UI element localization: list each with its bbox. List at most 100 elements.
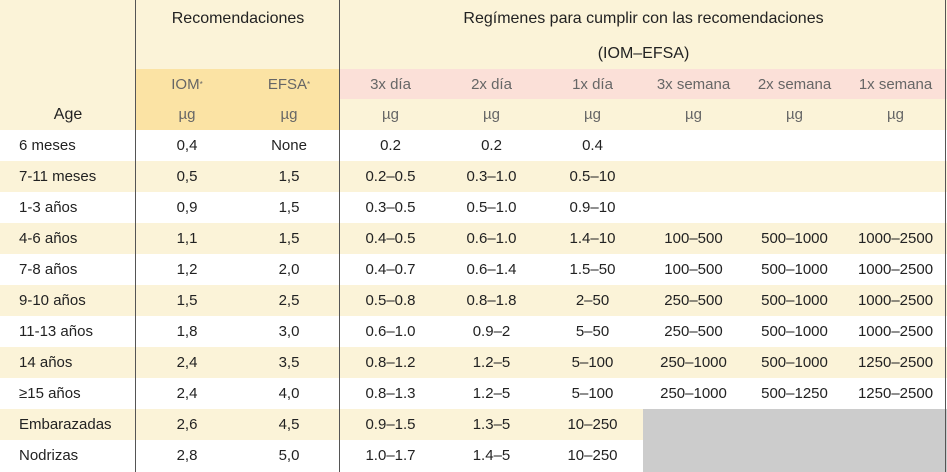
cell-efsa: 4,0 — [278, 385, 300, 402]
cell-w3 — [643, 130, 744, 161]
cell-d2: 0.6–1.4 — [466, 261, 517, 278]
row-stripe — [0, 285, 947, 316]
cell-age: 14 años — [19, 354, 73, 371]
cell-w2: 500–1000 — [761, 230, 828, 247]
cell-w3 — [643, 440, 744, 471]
cell-w2 — [744, 440, 845, 471]
cell-w1: 1000–2500 — [857, 323, 934, 340]
unit-efsa: µg — [280, 106, 298, 123]
cell-d2: 0.9–2 — [472, 323, 511, 340]
cell-w1: 1250–2500 — [857, 385, 934, 402]
unit-2x-semana: µg — [786, 106, 803, 123]
cell-d1: 0.5–10 — [569, 168, 616, 185]
cell-age: ≥15 años — [19, 385, 81, 402]
cell-d1: 2–50 — [575, 292, 610, 309]
cell-w3 — [643, 409, 744, 440]
header-2x-dia: 2x día — [471, 75, 512, 93]
header-recomendaciones: Recomendaciones — [171, 10, 305, 27]
cell-w2: 500–1000 — [761, 323, 828, 340]
cell-d2: 0.5–1.0 — [466, 199, 517, 216]
divider — [135, 0, 136, 472]
cell-d2: 1.3–5 — [472, 416, 511, 433]
cell-d2: 0.2 — [481, 137, 502, 154]
cell-iom: 0,4 — [176, 137, 198, 154]
cell-w3 — [643, 161, 744, 192]
divider — [339, 0, 340, 472]
cell-d1: 5–50 — [575, 323, 610, 340]
cell-d3: 0.5–0.8 — [365, 292, 416, 309]
cell-age: 7-8 años — [19, 261, 78, 278]
cell-age: Embarazadas — [19, 416, 112, 433]
iom-label: IOM — [171, 75, 200, 93]
cell-d3: 0.8–1.3 — [365, 385, 416, 402]
row-stripe — [0, 161, 947, 192]
recommendation-subheader-bg — [136, 69, 340, 130]
efsa-asterisk: * — [307, 79, 311, 89]
cell-d2: 0.6–1.0 — [466, 230, 517, 247]
header-age: Age — [53, 105, 83, 123]
header-2x-semana: 2x semana — [757, 75, 832, 93]
unit-3x-semana: µg — [685, 106, 702, 123]
cell-w2: 500–1250 — [761, 385, 828, 402]
cell-w3: 250–1000 — [660, 385, 727, 402]
cell-w3 — [643, 192, 744, 223]
cell-iom: 2,8 — [176, 447, 198, 464]
header-iom: IOM * — [136, 69, 238, 99]
cell-age: Nodrizas — [19, 447, 79, 464]
cell-iom: 0,9 — [176, 199, 198, 216]
cell-iom: 0,5 — [176, 168, 198, 185]
cell-iom: 1,8 — [176, 323, 198, 340]
cell-w2: 500–1000 — [761, 261, 828, 278]
cell-efsa: 1,5 — [278, 199, 300, 216]
row-stripe — [0, 347, 947, 378]
cell-d1: 0.4 — [582, 137, 603, 154]
cell-efsa: 2,0 — [278, 261, 300, 278]
cell-d2: 0.3–1.0 — [466, 168, 517, 185]
cell-w2: 500–1000 — [761, 292, 828, 309]
cell-w1: 1000–2500 — [857, 230, 934, 247]
cell-age: 6 meses — [19, 137, 76, 154]
cell-d3: 0.8–1.2 — [365, 354, 416, 371]
header-1x-semana: 1x semana — [858, 75, 933, 93]
cell-iom: 2,6 — [176, 416, 198, 433]
cell-d1: 1.5–50 — [569, 261, 616, 278]
header-efsa: EFSA * — [238, 69, 340, 99]
cell-d2: 1.2–5 — [472, 385, 511, 402]
cell-efsa: 1,5 — [278, 230, 300, 247]
cell-age: 1-3 años — [19, 199, 78, 216]
cell-efsa: 2,5 — [278, 292, 300, 309]
unit-row-bg — [340, 99, 947, 130]
efsa-label: EFSA — [267, 75, 308, 93]
cell-iom: 1,2 — [176, 261, 198, 278]
cell-w3: 250–500 — [664, 292, 723, 309]
cell-efsa: 4,5 — [278, 416, 300, 433]
header-regimenes-subtitle: (IOM–EFSA) — [597, 44, 690, 62]
regimen-subheader-bg — [340, 69, 947, 99]
cell-d1: 5–100 — [571, 385, 614, 402]
cell-w1: 1000–2500 — [857, 292, 934, 309]
cell-d1: 10–250 — [567, 416, 618, 433]
cell-d1: 5–100 — [571, 354, 614, 371]
cell-w1 — [845, 409, 946, 440]
cell-iom: 2,4 — [176, 385, 198, 402]
header-top-band — [0, 0, 947, 69]
cell-efsa: 1,5 — [278, 168, 300, 185]
cell-w2 — [744, 409, 845, 440]
header-regimenes-title: Regímenes para cumplir con las recomenda… — [463, 10, 824, 27]
cell-w1 — [845, 161, 946, 192]
header-3x-semana: 3x semana — [656, 75, 731, 93]
row-stripe — [0, 223, 947, 254]
cell-w3: 250–1000 — [660, 354, 727, 371]
cell-age: 11-13 años — [19, 323, 93, 340]
cell-d3: 1.0–1.7 — [365, 447, 416, 464]
cell-age: 7-11 meses — [19, 168, 97, 185]
cell-w2: 500–1000 — [761, 354, 828, 371]
cell-w1: 1000–2500 — [857, 261, 934, 278]
divider — [945, 0, 946, 472]
cell-efsa: 5,0 — [278, 447, 300, 464]
cell-d3: 0.6–1.0 — [365, 323, 416, 340]
unit-3x-dia: µg — [382, 106, 399, 123]
cell-d2: 1.2–5 — [472, 354, 511, 371]
cell-d3: 0.3–0.5 — [365, 199, 416, 216]
